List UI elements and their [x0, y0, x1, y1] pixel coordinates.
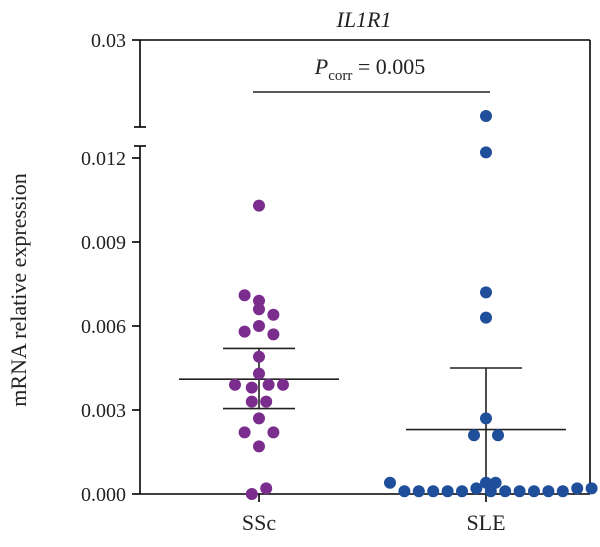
y-tick-label: 0.012 [81, 148, 126, 170]
data-point-ssc [229, 378, 241, 391]
x-category-label-ssc: SSc [242, 510, 276, 535]
data-point-ssc [253, 350, 265, 363]
data-point-sle [398, 485, 411, 498]
data-point-sle [542, 485, 555, 498]
data-point-ssc [238, 325, 251, 338]
data-point-sle [513, 485, 526, 498]
data-point-ssc [253, 440, 265, 453]
data-point-ssc [267, 426, 280, 439]
data-point-ssc [253, 303, 265, 316]
data-point-ssc [253, 199, 265, 212]
p-value-annotation: Pcorr = 0.005 [314, 54, 426, 84]
data-point-sle [556, 485, 569, 498]
data-point-ssc [267, 328, 280, 341]
x-category-label-sle: SLE [466, 510, 505, 535]
data-point-sle [528, 485, 540, 498]
data-point-ssc [253, 367, 265, 380]
data-point-sle [468, 429, 480, 442]
data-point-sle [412, 485, 425, 498]
data-point-ssc [245, 395, 258, 408]
data-point-ssc [245, 488, 258, 500]
data-point-sle [441, 485, 454, 498]
y-tick-label: 0.009 [81, 232, 126, 254]
data-point-ssc [260, 395, 273, 408]
y-tick-label: 0.006 [81, 316, 126, 338]
y-tick-label: 0.000 [81, 484, 126, 506]
data-point-sle [480, 412, 492, 425]
data-point-ssc [238, 426, 251, 439]
y-tick-label: 0.003 [81, 400, 126, 422]
data-point-sle [427, 485, 440, 498]
data-point-ssc [267, 308, 280, 321]
data-marks [179, 110, 598, 500]
data-point-sle [571, 482, 584, 495]
data-point-sle [480, 311, 492, 324]
data-point-ssc [277, 378, 289, 391]
data-point-ssc [260, 482, 273, 495]
data-point-ssc [245, 381, 258, 394]
chart-title: IL1R1 [336, 7, 392, 32]
data-point-ssc [262, 378, 275, 391]
p-value-text: = 0.005 [352, 54, 425, 79]
y-axis-ticks: 0.000 0.003 0.006 0.009 0.012 [81, 148, 140, 506]
data-point-sle [499, 485, 512, 498]
data-point-ssc [253, 320, 265, 332]
data-point-sle [480, 146, 492, 159]
data-point-ssc [253, 294, 265, 307]
data-point-sle [492, 429, 504, 442]
data-point-sle [456, 485, 468, 498]
y-tick-label-upper: 0.03 [91, 30, 126, 52]
p-symbol: P [314, 54, 328, 79]
data-point-sle [484, 485, 497, 498]
data-point-sle [585, 482, 598, 495]
data-point-ssc [253, 412, 265, 425]
y-axis-label: mRNA relative expression [6, 173, 31, 406]
data-point-sle [480, 110, 492, 122]
data-point-sle [384, 476, 396, 489]
data-point-ssc [238, 289, 251, 302]
data-point-sle [470, 482, 483, 495]
data-point-sle [480, 286, 492, 299]
p-subscript: corr [328, 68, 352, 84]
